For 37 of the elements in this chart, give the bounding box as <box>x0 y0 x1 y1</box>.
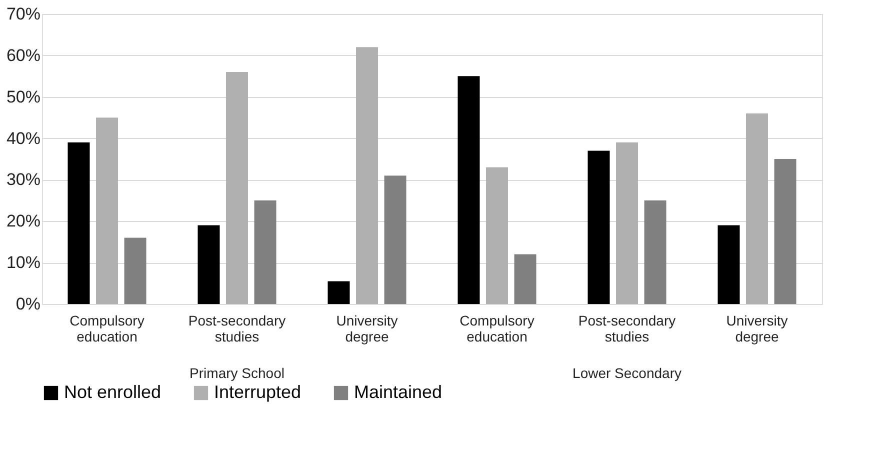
bar <box>96 118 118 304</box>
text: Primary School <box>190 365 284 381</box>
x-tick-label: Compulsory education <box>460 312 534 344</box>
bar <box>774 159 796 304</box>
y-tick-label: 0% <box>16 294 40 314</box>
bar <box>458 76 480 304</box>
x-tick-label: University degree <box>726 312 788 344</box>
bar <box>226 72 248 304</box>
bar <box>384 176 406 304</box>
x-tick-label: Compulsory education <box>70 312 144 344</box>
x-tick-label: Post-secondary studies <box>188 312 286 344</box>
bar <box>718 225 740 304</box>
legend-label: Interrupted <box>214 382 302 402</box>
bar <box>356 47 378 304</box>
y-tick-label: 20% <box>6 212 40 231</box>
y-tick-label: 70% <box>6 4 40 24</box>
bar <box>486 167 508 304</box>
bar <box>124 238 146 304</box>
bar <box>198 225 220 304</box>
bar <box>254 200 276 304</box>
bar <box>328 281 350 304</box>
bar <box>746 113 768 304</box>
text: Lower Secondary <box>572 365 682 381</box>
y-tick-label: 40% <box>6 128 40 148</box>
bar <box>644 200 666 304</box>
y-tick-label: 50% <box>6 87 40 106</box>
x-tick-label: University degree <box>336 312 398 344</box>
bar <box>588 150 610 304</box>
y-tick-label: 10% <box>6 253 40 272</box>
legend-label: Maintained <box>354 382 442 402</box>
legend-label: Not enrolled <box>64 382 162 402</box>
bar <box>616 142 638 304</box>
y-tick-label: 60% <box>6 46 40 65</box>
bar <box>514 254 536 304</box>
bar <box>68 142 90 304</box>
x-tick-label: Post-secondary studies <box>578 312 676 344</box>
y-tick-label: 30% <box>6 170 40 190</box>
